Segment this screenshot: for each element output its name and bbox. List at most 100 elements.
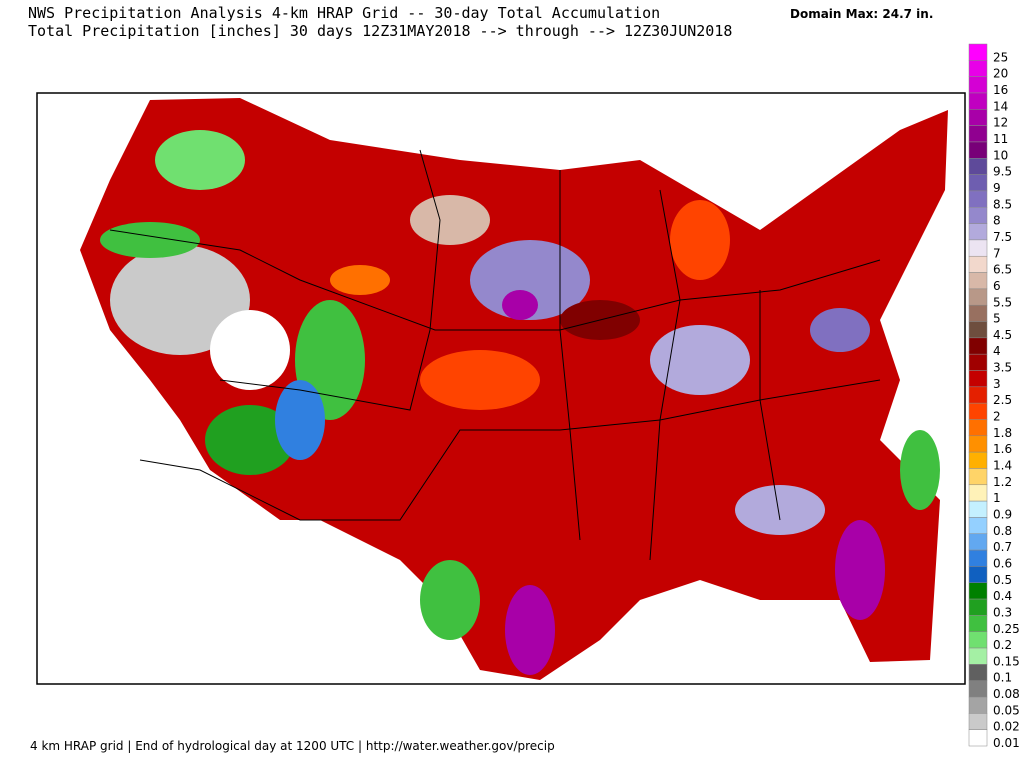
legend-label: 9.5: [993, 165, 1012, 179]
precip-area: [900, 430, 940, 510]
legend-swatch: [968, 321, 988, 339]
legend-swatch: [968, 43, 988, 61]
legend-swatch: [968, 500, 988, 518]
precip-area: [502, 290, 538, 320]
legend-swatch: [968, 125, 988, 143]
legend-label: 0.5: [993, 573, 1012, 587]
legend-label: 0.15: [993, 654, 1020, 668]
legend-label: 0.25: [993, 622, 1020, 636]
legend-label: 0.9: [993, 507, 1012, 521]
precip-area: [110, 245, 250, 355]
legend-swatch: [968, 647, 988, 665]
legend-swatch: [968, 92, 988, 110]
legend-swatch: [968, 468, 988, 486]
legend-swatch: [968, 582, 988, 600]
legend-label: 0.2: [993, 638, 1012, 652]
legend-label: 1.8: [993, 426, 1012, 440]
precip-field: [80, 98, 948, 680]
footer: 4 km HRAP grid | End of hydrological day…: [30, 739, 555, 753]
legend-label: 6.5: [993, 263, 1012, 277]
legend-label: 8.5: [993, 197, 1012, 211]
legend-swatch: [968, 631, 988, 649]
precip-area: [330, 265, 390, 295]
legend-swatch: [968, 713, 988, 730]
precip-area: [835, 520, 885, 620]
legend-swatch: [968, 223, 988, 241]
legend-label: 1.4: [993, 459, 1012, 473]
precip-area: [650, 325, 750, 395]
legend-swatch: [968, 451, 988, 469]
precip-area: [410, 195, 490, 245]
precip-area: [505, 585, 555, 675]
legend-label: 3.5: [993, 361, 1012, 375]
legend-swatch: [968, 141, 988, 159]
domain-max: Domain Max: 24.7 in.: [790, 7, 934, 21]
legend-label: 10: [993, 148, 1008, 162]
legend-swatch: [968, 76, 988, 94]
precip-area: [210, 310, 290, 390]
precip-area: [275, 380, 325, 460]
legend-label: 0.01: [993, 736, 1020, 750]
legend-label: 2: [993, 410, 1001, 424]
legend-label: 0.02: [993, 720, 1020, 734]
legend-swatch: [968, 239, 988, 257]
legend-swatch: [968, 288, 988, 306]
legend-label: 16: [993, 83, 1008, 97]
legend-swatch: [968, 598, 988, 616]
legend-swatch: [968, 484, 988, 502]
legend-swatch: [968, 533, 988, 551]
legend-label: 7.5: [993, 230, 1012, 244]
legend-swatch: [968, 353, 988, 371]
legend-label: 6: [993, 279, 1001, 293]
legend-swatch: [968, 109, 988, 126]
legend-label: 4: [993, 344, 1001, 358]
precip-area: [420, 350, 540, 410]
legend-label: 1.6: [993, 442, 1012, 456]
legend-label: 0.4: [993, 589, 1012, 603]
legend-swatch: [968, 60, 988, 77]
state-borders: [109, 149, 881, 561]
subtitle: Total Precipitation [inches] 30 days 12Z…: [28, 22, 733, 40]
legend: 252016141211109.598.587.576.565.554.543.…: [968, 43, 1020, 750]
legend-swatch: [968, 729, 988, 747]
title: NWS Precipitation Analysis 4-km HRAP Gri…: [28, 4, 661, 22]
legend-label: 3: [993, 377, 1001, 391]
legend-swatch: [968, 158, 988, 175]
legend-label: 5: [993, 312, 1001, 326]
legend-label: 7: [993, 246, 1001, 260]
legend-label: 14: [993, 99, 1008, 113]
legend-label: 1: [993, 491, 1001, 505]
precip-area: [735, 485, 825, 535]
legend-swatch: [968, 174, 988, 192]
legend-label: 0.3: [993, 605, 1012, 619]
legend-swatch: [968, 615, 988, 632]
legend-label: 1.2: [993, 475, 1012, 489]
legend-swatch: [968, 255, 988, 273]
legend-swatch: [968, 272, 988, 290]
legend-swatch: [968, 386, 988, 404]
legend-label: 25: [993, 50, 1008, 64]
legend-label: 9: [993, 181, 1001, 195]
legend-label: 2.5: [993, 393, 1012, 407]
legend-label: 12: [993, 116, 1008, 130]
precip-area: [420, 560, 480, 640]
legend-label: 0.05: [993, 703, 1020, 717]
legend-label: 11: [993, 132, 1008, 146]
legend-swatch: [968, 696, 988, 714]
legend-swatch: [968, 566, 988, 583]
legend-swatch: [968, 549, 988, 567]
legend-swatch: [968, 664, 988, 681]
legend-swatch: [968, 304, 988, 322]
precip-area: [810, 308, 870, 352]
legend-swatch: [968, 402, 988, 420]
legend-swatch: [968, 370, 988, 388]
precip-area: [100, 222, 200, 258]
legend-label: 0.08: [993, 687, 1020, 701]
legend-label: 0.7: [993, 540, 1012, 554]
legend-label: 4.5: [993, 328, 1012, 342]
legend-swatch: [968, 337, 988, 355]
legend-label: 0.8: [993, 524, 1012, 538]
legend-swatch: [968, 207, 988, 224]
